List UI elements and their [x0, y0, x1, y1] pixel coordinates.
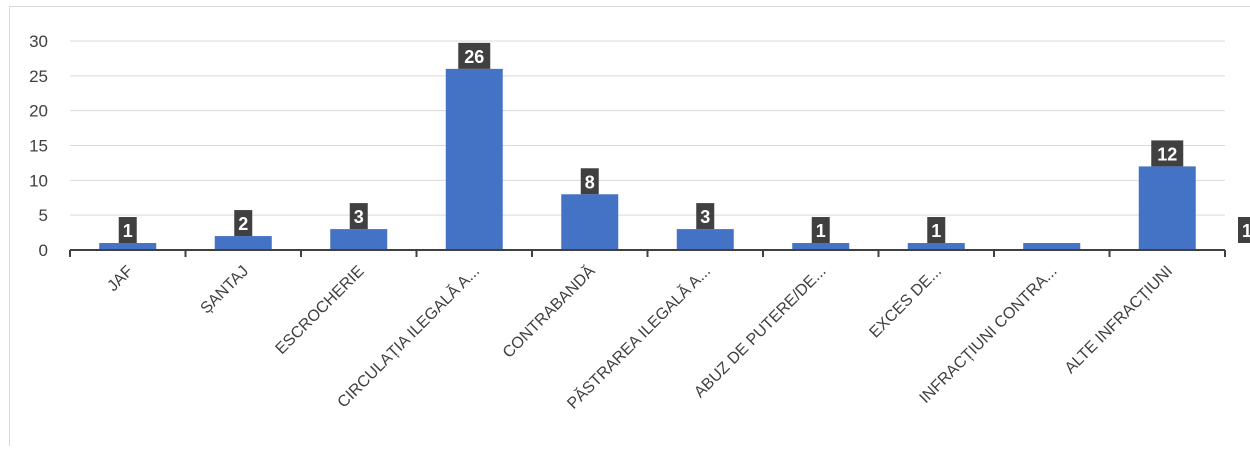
y-tick-label: 10: [29, 171, 48, 190]
bar: [330, 229, 388, 250]
data-label: 26: [464, 47, 484, 67]
data-label-box: [1151, 140, 1184, 167]
data-label-box: [927, 217, 946, 244]
data-label-box: [696, 203, 715, 230]
x-category-label: ESCROCHERIE: [273, 263, 368, 358]
data-label: 1: [123, 221, 133, 241]
bars: [99, 68, 1196, 250]
gridlines: [70, 40, 1225, 216]
x-category-label: EXCES DE...: [866, 263, 945, 342]
bar: [1023, 243, 1081, 250]
bar: [792, 243, 850, 250]
data-label: 1: [931, 221, 941, 241]
x-category-label: ABUZ DE PUTERE/DE...: [691, 263, 829, 401]
bar: [907, 243, 965, 250]
y-tick-label: 15: [29, 137, 48, 156]
bar: [1138, 166, 1196, 250]
data-label-box: [349, 203, 368, 230]
data-label-box: [580, 168, 599, 195]
data-label: 1: [1242, 221, 1250, 241]
y-axis-tick-labels: 0 5 10 15 20 25 30: [29, 32, 48, 260]
x-category-label: INFRACȚIUNI CONTRA...: [917, 263, 1061, 407]
bar: [214, 236, 272, 250]
y-tick-label: 30: [29, 32, 48, 51]
y-tick-label: 20: [29, 102, 48, 121]
bar: [445, 68, 503, 250]
x-category-label: CONTRABANDĂ: [498, 261, 598, 361]
data-label: 3: [354, 207, 364, 227]
chart-frame: [9, 6, 1250, 446]
x-category-label: JAF: [104, 263, 136, 295]
y-tick-label: 25: [29, 67, 48, 86]
x-axis: [69, 249, 1226, 257]
data-label: 8: [585, 172, 595, 192]
data-label-box: [458, 42, 491, 69]
data-label: 12: [1157, 144, 1177, 164]
data-label: 1: [816, 221, 826, 241]
bar: [561, 194, 619, 250]
y-tick-label: 5: [39, 206, 48, 225]
x-category-label: ȘANTAJ: [198, 263, 253, 318]
data-label-box: [811, 217, 830, 244]
bar: [676, 229, 734, 250]
data-label: 2: [238, 214, 248, 234]
data-label-box: [234, 210, 253, 237]
data-label: 3: [700, 207, 710, 227]
bar: [99, 243, 157, 250]
x-category-label: ALTE INFRACȚIUNI: [1062, 263, 1176, 377]
y-tick-label: 0: [39, 241, 48, 260]
data-label-box: [1238, 217, 1250, 243]
data-label-box: [118, 217, 137, 244]
